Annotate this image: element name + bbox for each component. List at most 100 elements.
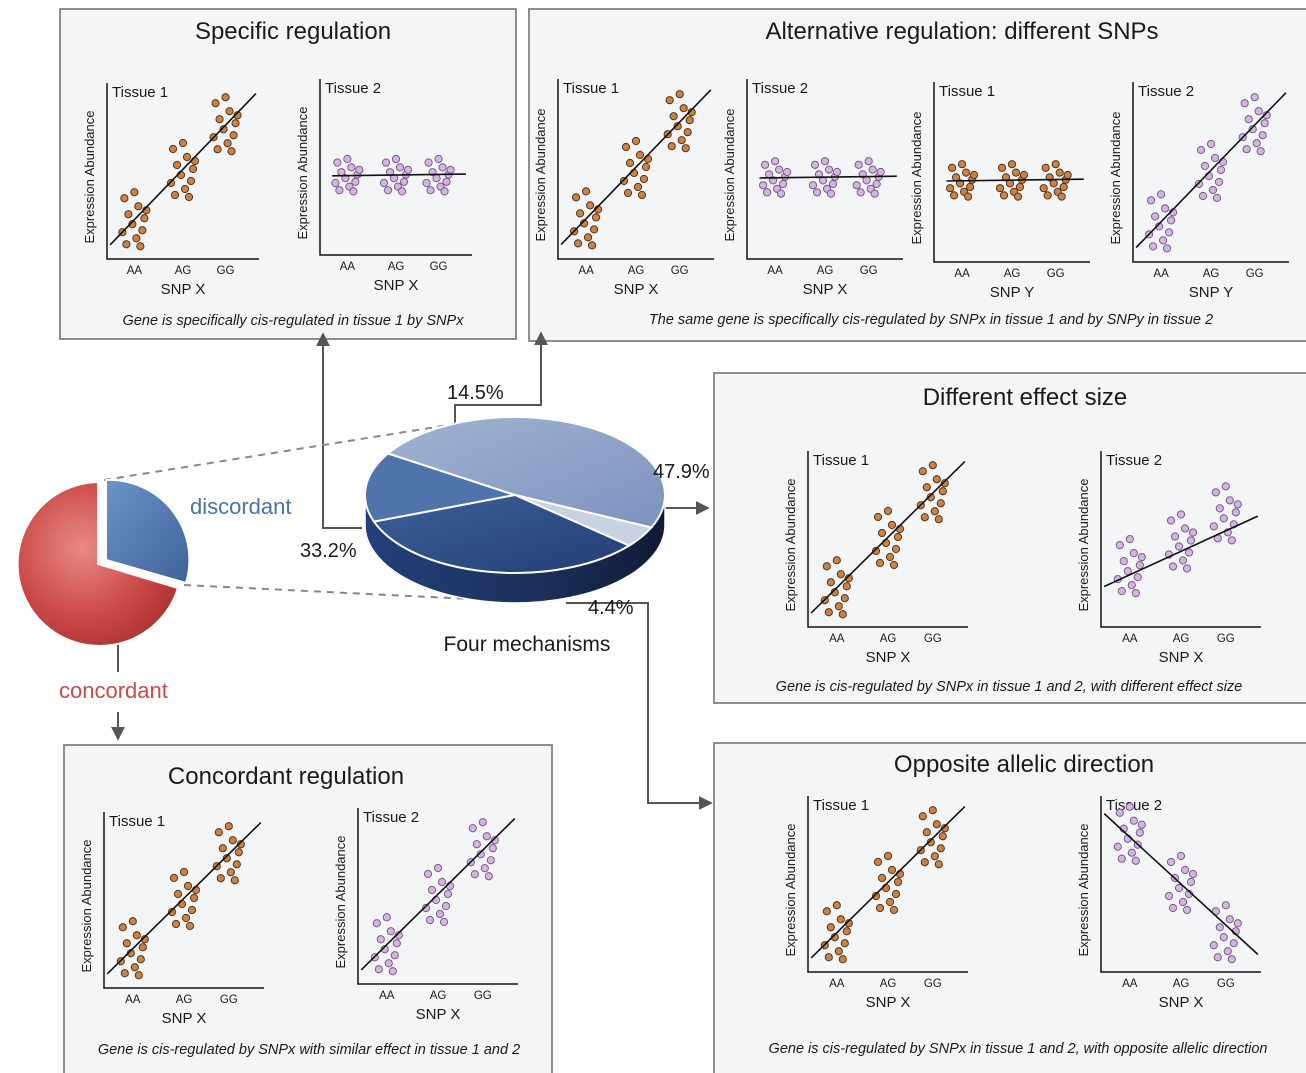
fit-line [109, 93, 257, 246]
data-point [488, 844, 497, 853]
data-point [875, 558, 885, 568]
data-point [1182, 564, 1192, 573]
data-point [871, 546, 881, 556]
plot-tissue-label: Tissue 2 [752, 80, 808, 97]
plot-axes [557, 79, 714, 260]
data-point [1182, 905, 1192, 915]
data-point [969, 170, 979, 180]
plot-ylabel: Expression Abundance [1076, 479, 1091, 612]
data-point [122, 939, 131, 948]
data-point [230, 876, 239, 885]
data-point [834, 947, 843, 956]
data-point [928, 806, 937, 815]
data-point [1123, 567, 1132, 576]
data-point [824, 165, 834, 174]
data-point [891, 544, 901, 554]
fit-line [106, 821, 262, 975]
data-point [1180, 524, 1190, 533]
data-point [188, 164, 198, 174]
data-point [838, 610, 847, 619]
data-point [1223, 947, 1232, 956]
panel-title-concordant: Concordant regulation [168, 763, 404, 790]
data-point [936, 499, 945, 508]
data-point [438, 163, 447, 172]
data-point [893, 532, 903, 542]
fit-line [1135, 92, 1287, 249]
plot-tick-gg: GG [924, 633, 942, 645]
data-point [920, 858, 929, 867]
data-point [887, 865, 897, 875]
data-point [218, 844, 227, 853]
plot-tick-gg: GG [1047, 268, 1065, 280]
slice-discordant [105, 478, 191, 585]
plot-tick-aa: AA [379, 990, 395, 1002]
data-point [426, 186, 435, 195]
data-point [1233, 500, 1242, 509]
scatter-plot-concordant-1: Tissue 1 Expression Abundance AA AG GG SNP X [79, 812, 264, 1027]
data-point [826, 578, 835, 587]
data-point [1219, 514, 1228, 523]
arrow-to-alternative [454, 331, 548, 432]
data-point [1166, 516, 1176, 525]
data-point [940, 824, 949, 833]
data-point [881, 538, 891, 548]
data-point [926, 493, 935, 502]
data-point [920, 513, 929, 522]
data-point [228, 836, 237, 845]
plot-tick-ag: AG [1173, 978, 1190, 990]
data-point [1051, 160, 1060, 169]
data-point [623, 188, 633, 198]
panel-caption-concordant: Gene is cis-regulated by SNPx with simil… [98, 1042, 520, 1058]
data-point [172, 160, 182, 170]
plot-tick-ag: AG [1203, 268, 1220, 280]
data-point [873, 512, 883, 522]
data-point [1206, 139, 1216, 149]
data-point [619, 176, 629, 186]
data-point [940, 479, 949, 488]
plot-xlabel: SNP X [614, 281, 659, 298]
data-point [872, 179, 881, 189]
data-point [999, 191, 1009, 200]
data-point [178, 138, 188, 148]
data-point [435, 909, 445, 919]
plot-tick-aa: AA [954, 268, 970, 280]
data-point [637, 190, 647, 200]
data-point [134, 202, 143, 211]
data-point [120, 194, 129, 203]
data-point [1221, 482, 1230, 491]
data-point [870, 189, 879, 198]
data-point [351, 177, 360, 186]
data-point [885, 897, 895, 907]
data-point [961, 168, 971, 177]
scatter-plot-alternative-3: Tissue 1 Expression Abundance AA AG GG SNP Y [909, 82, 1090, 301]
data-point [187, 905, 197, 915]
data-point [486, 856, 495, 865]
data-point [1113, 842, 1122, 851]
data-point [930, 507, 939, 516]
label-concordant: concordant [59, 678, 168, 703]
data-point [140, 214, 149, 223]
data-point [1168, 562, 1178, 571]
data-point [1216, 165, 1226, 175]
data-point [639, 174, 649, 184]
data-point [422, 178, 431, 188]
data-point [1254, 107, 1263, 116]
data-point [1221, 901, 1230, 910]
four-mechanisms-pie [364, 416, 666, 604]
data-point [227, 147, 236, 156]
panel-alternative [528, 8, 1306, 342]
data-point [236, 840, 245, 849]
data-point [679, 104, 688, 113]
plot-axes [357, 808, 518, 985]
data-point [856, 188, 865, 197]
data-point [631, 136, 641, 146]
data-point [1164, 891, 1174, 901]
data-point [832, 167, 842, 177]
data-point [374, 965, 383, 974]
data-point [782, 167, 792, 177]
data-point [394, 931, 403, 940]
data-point [1258, 131, 1267, 140]
data-point [862, 176, 871, 185]
data-point [1135, 561, 1144, 570]
